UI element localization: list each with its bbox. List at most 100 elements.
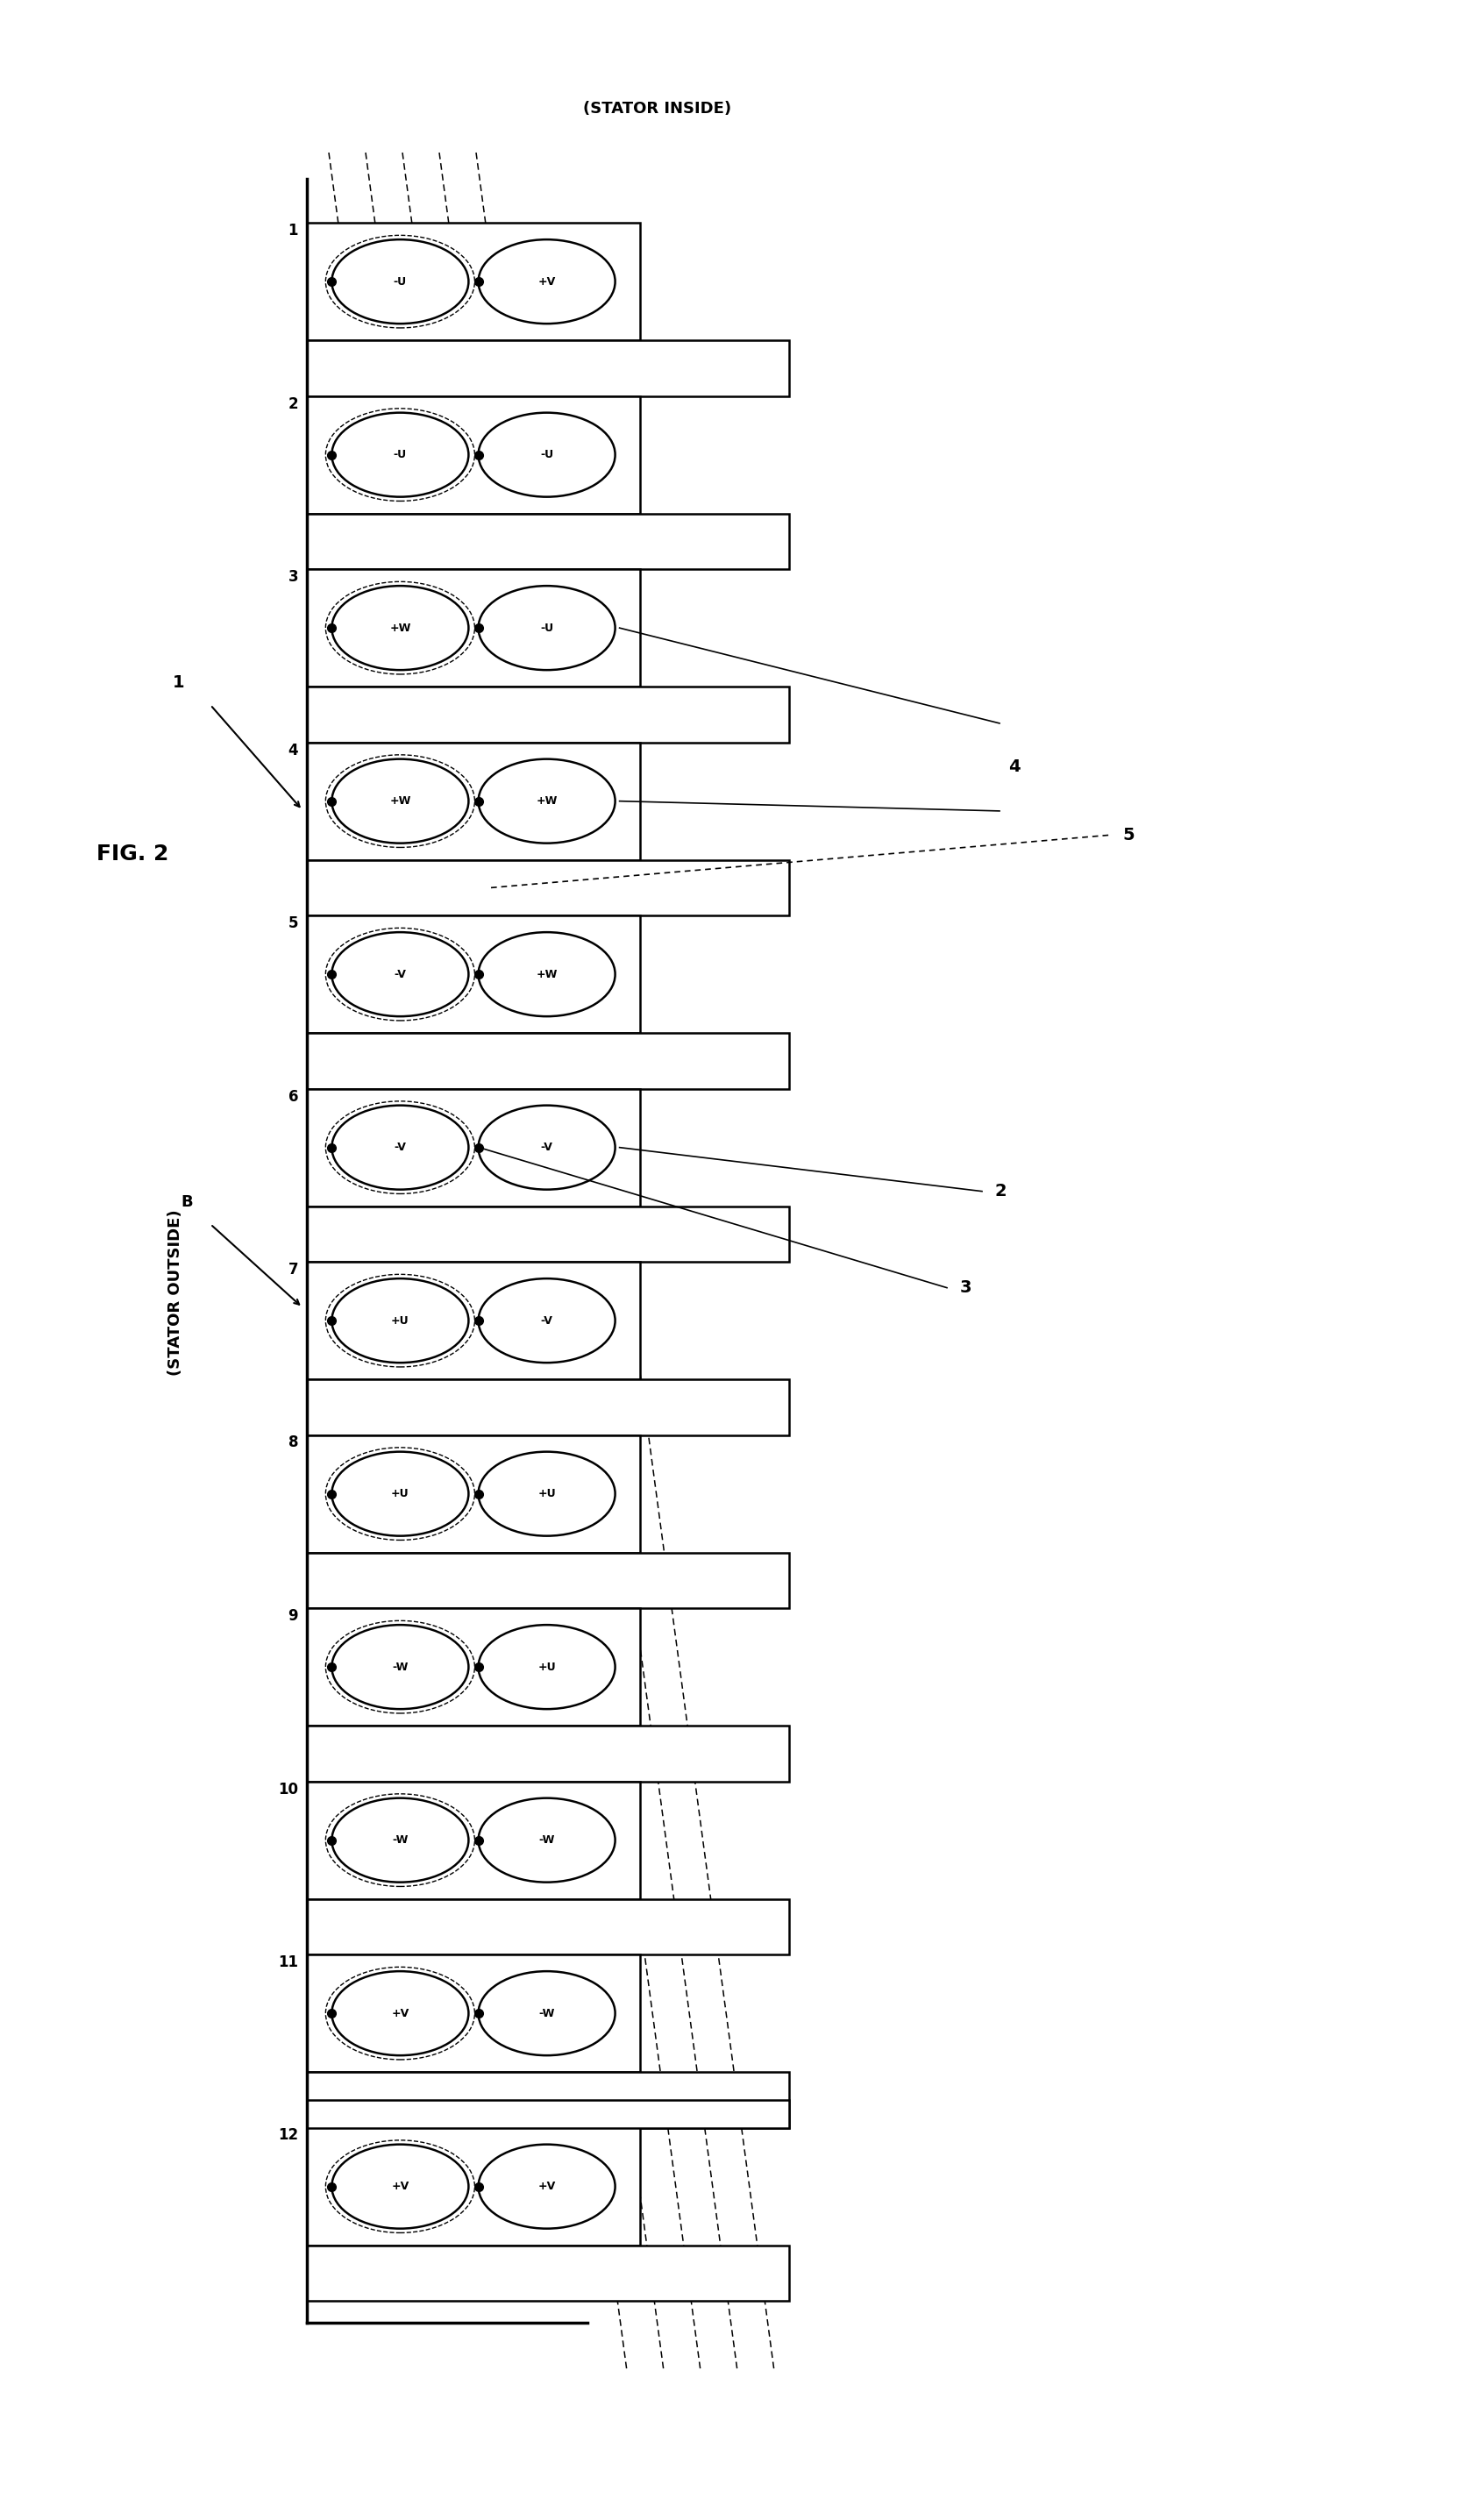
Bar <box>306 222 639 340</box>
Ellipse shape <box>332 1625 469 1709</box>
Text: -W: -W <box>392 1835 408 1845</box>
Bar <box>306 514 789 570</box>
Ellipse shape <box>478 585 616 670</box>
Ellipse shape <box>478 1278 616 1363</box>
Ellipse shape <box>478 1625 616 1709</box>
Text: -U: -U <box>540 449 554 461</box>
Ellipse shape <box>326 1275 475 1366</box>
Ellipse shape <box>478 239 616 323</box>
Text: 5: 5 <box>1122 827 1134 844</box>
Text: -W: -W <box>392 1661 408 1673</box>
Text: 11: 11 <box>278 1956 297 1971</box>
Bar <box>306 1263 639 1378</box>
Bar <box>306 2245 789 2301</box>
Ellipse shape <box>478 2145 616 2228</box>
Bar <box>306 915 639 1033</box>
Ellipse shape <box>326 234 475 328</box>
Text: -V: -V <box>394 1142 406 1154</box>
Text: 10: 10 <box>278 1782 297 1797</box>
Text: 2: 2 <box>289 396 297 411</box>
Ellipse shape <box>326 1101 475 1194</box>
Bar <box>306 1726 789 1782</box>
Bar <box>306 396 639 514</box>
Text: 7: 7 <box>289 1263 297 1278</box>
Bar <box>306 1033 789 1089</box>
Bar <box>306 1434 639 1552</box>
Text: +W: +W <box>536 968 558 980</box>
Ellipse shape <box>332 1452 469 1535</box>
Text: -W: -W <box>539 2008 555 2019</box>
Ellipse shape <box>332 1971 469 2056</box>
Ellipse shape <box>326 408 475 501</box>
Ellipse shape <box>478 1106 616 1189</box>
Text: -W: -W <box>539 1835 555 1845</box>
Text: 4: 4 <box>289 743 297 759</box>
Text: +V: +V <box>391 2008 408 2019</box>
Text: -U: -U <box>394 449 407 461</box>
Ellipse shape <box>332 413 469 496</box>
Text: (STATOR OUTSIDE): (STATOR OUTSIDE) <box>167 1210 184 1376</box>
Text: -U: -U <box>540 622 554 633</box>
Text: 6: 6 <box>289 1089 297 1104</box>
Text: +V: +V <box>537 275 555 287</box>
Text: 4: 4 <box>1008 759 1020 776</box>
Bar <box>306 1552 789 1608</box>
Text: +V: +V <box>391 2180 408 2192</box>
Bar <box>306 340 789 396</box>
Ellipse shape <box>332 585 469 670</box>
Text: -V: -V <box>540 1315 554 1326</box>
Bar <box>306 2071 789 2127</box>
Bar <box>306 688 789 743</box>
Ellipse shape <box>478 759 616 844</box>
Ellipse shape <box>326 1620 475 1714</box>
Text: 12: 12 <box>278 2127 297 2145</box>
Ellipse shape <box>326 1794 475 1887</box>
Ellipse shape <box>332 932 469 1016</box>
Ellipse shape <box>478 1452 616 1535</box>
Text: 5: 5 <box>289 915 297 932</box>
Ellipse shape <box>332 239 469 323</box>
Text: -V: -V <box>540 1142 554 1154</box>
Text: +W: +W <box>536 796 558 806</box>
Text: 3: 3 <box>289 570 297 585</box>
Text: +U: +U <box>537 1661 556 1673</box>
Bar <box>306 1782 639 1900</box>
Ellipse shape <box>326 1968 475 2059</box>
Bar <box>306 1956 639 2071</box>
Ellipse shape <box>478 1799 616 1882</box>
Text: +V: +V <box>537 2180 555 2192</box>
Text: +U: +U <box>537 1489 556 1499</box>
Text: +U: +U <box>391 1315 408 1326</box>
Text: +W: +W <box>389 622 411 633</box>
Text: 8: 8 <box>289 1434 297 1452</box>
Bar <box>306 570 639 688</box>
Bar <box>306 1608 639 1726</box>
Bar <box>306 859 789 915</box>
Ellipse shape <box>478 413 616 496</box>
Text: (STATOR INSIDE): (STATOR INSIDE) <box>583 101 731 116</box>
Text: FIG. 2: FIG. 2 <box>96 844 169 864</box>
Ellipse shape <box>332 1106 469 1189</box>
Ellipse shape <box>326 582 475 675</box>
Ellipse shape <box>478 932 616 1016</box>
Ellipse shape <box>326 756 475 847</box>
Bar <box>306 1378 789 1434</box>
Ellipse shape <box>326 927 475 1021</box>
Text: 2: 2 <box>995 1182 1006 1200</box>
Text: 9: 9 <box>289 1608 297 1623</box>
Text: +U: +U <box>391 1489 408 1499</box>
Text: -V: -V <box>394 968 406 980</box>
Text: 1: 1 <box>172 675 184 690</box>
Text: 1: 1 <box>289 222 297 239</box>
Text: B: B <box>181 1194 192 1210</box>
Bar <box>306 1900 789 1956</box>
Ellipse shape <box>332 1799 469 1882</box>
Bar <box>306 2127 639 2245</box>
Text: -U: -U <box>394 275 407 287</box>
Bar <box>306 2099 789 2127</box>
Bar <box>306 1207 789 1263</box>
Ellipse shape <box>332 759 469 844</box>
Ellipse shape <box>326 2139 475 2233</box>
Ellipse shape <box>332 1278 469 1363</box>
Ellipse shape <box>326 1446 475 1540</box>
